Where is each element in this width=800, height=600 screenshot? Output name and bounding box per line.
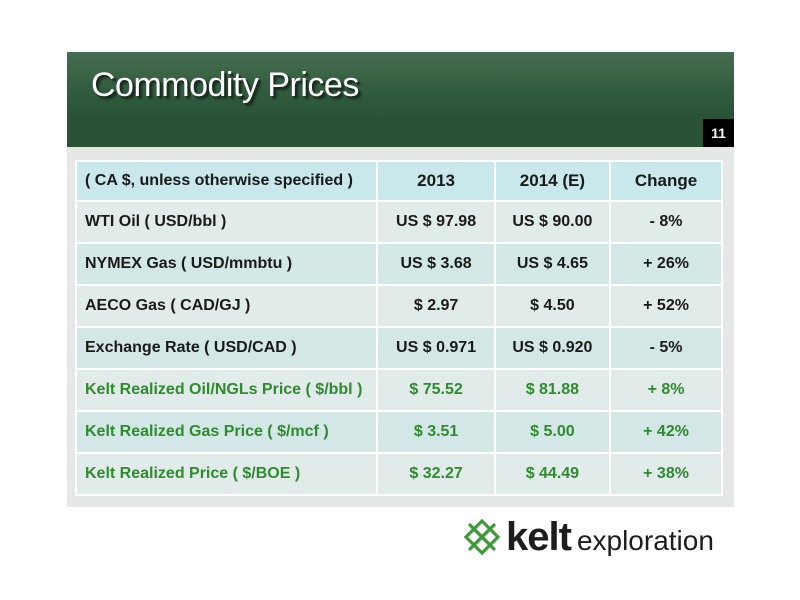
row-value-change: - 8% [609, 200, 723, 244]
row-value-2014: $ 44.49 [493, 452, 612, 496]
slide-title: Commodity Prices [91, 66, 359, 104]
logo-brand-text: kelt [506, 515, 572, 559]
header-band [67, 114, 734, 147]
kelt-logo: kelt exploration [462, 517, 714, 557]
logo-tagline-text: exploration [576, 525, 714, 556]
row-value-change: + 52% [609, 284, 723, 328]
row-value-2013: $ 32.27 [376, 452, 496, 496]
row-value-2014: $ 81.88 [493, 368, 612, 412]
page-number: 11 [703, 119, 734, 147]
table-row: AECO Gas ( CAD/GJ ) $ 2.97 $ 4.50 + 52% [74, 284, 723, 328]
row-value-2014: US $ 0.920 [493, 326, 612, 370]
row-label: Exchange Rate ( USD/CAD ) [74, 326, 379, 370]
row-label: Kelt Realized Gas Price ( $/mcf ) [74, 410, 379, 454]
commodity-prices-table: ( CA $, unless otherwise specified ) 201… [74, 160, 723, 496]
celtic-knot-icon [463, 518, 501, 556]
table-row: NYMEX Gas ( USD/mmbtu ) US $ 3.68 US $ 4.6… [74, 242, 723, 286]
row-label: Kelt Realized Oil/NGLs Price ( $/bbl ) [74, 368, 379, 412]
table-row: Exchange Rate ( USD/CAD ) US $ 0.971 US $ … [74, 326, 723, 370]
table-row: Kelt Realized Gas Price ( $/mcf ) $ 3.51 $… [74, 410, 723, 454]
row-value-change: + 42% [609, 410, 723, 454]
header-cell-2013: 2013 [376, 160, 496, 202]
row-value-change: + 26% [609, 242, 723, 286]
table-row: WTI Oil ( USD/bbl ) US $ 97.98 US $ 90.00-… [74, 200, 723, 244]
row-value-2013: $ 2.97 [376, 284, 496, 328]
slide-header: Commodity Prices 11 [67, 52, 734, 147]
header-cell-basis: ( CA $, unless otherwise specified ) [74, 160, 379, 202]
row-value-2013: $ 75.52 [376, 368, 496, 412]
row-value-2014: US $ 4.65 [493, 242, 612, 286]
row-value-2014: $ 4.50 [493, 284, 612, 328]
row-value-2013: US $ 97.98 [376, 200, 496, 244]
row-label: Kelt Realized Price ( $/BOE ) [74, 452, 379, 496]
row-value-2014: US $ 90.00 [493, 200, 612, 244]
row-label: NYMEX Gas ( USD/mmbtu ) [74, 242, 379, 286]
row-value-2013: US $ 3.68 [376, 242, 496, 286]
row-value-change: + 38% [609, 452, 723, 496]
row-value-change: - 5% [609, 326, 723, 370]
row-value-2013: $ 3.51 [376, 410, 496, 454]
row-value-2013: US $ 0.971 [376, 326, 496, 370]
row-label: AECO Gas ( CAD/GJ ) [74, 284, 379, 328]
table-row: Kelt Realized Price ( $/BOE ) $ 32.27 $ 44… [74, 452, 723, 496]
row-value-2014: $ 5.00 [493, 410, 612, 454]
header-cell-2014: 2014 (E) [493, 160, 612, 202]
slide: Commodity Prices 11 ( CA $, unless other… [67, 52, 734, 507]
header-cell-change: Change [609, 160, 723, 202]
row-value-change: + 8% [609, 368, 723, 412]
table-header-row: ( CA $, unless otherwise specified ) 201… [74, 160, 723, 202]
row-label: WTI Oil ( USD/bbl ) [74, 200, 379, 244]
table-row: Kelt Realized Oil/NGLs Price ( $/bbl ) $ … [74, 368, 723, 412]
